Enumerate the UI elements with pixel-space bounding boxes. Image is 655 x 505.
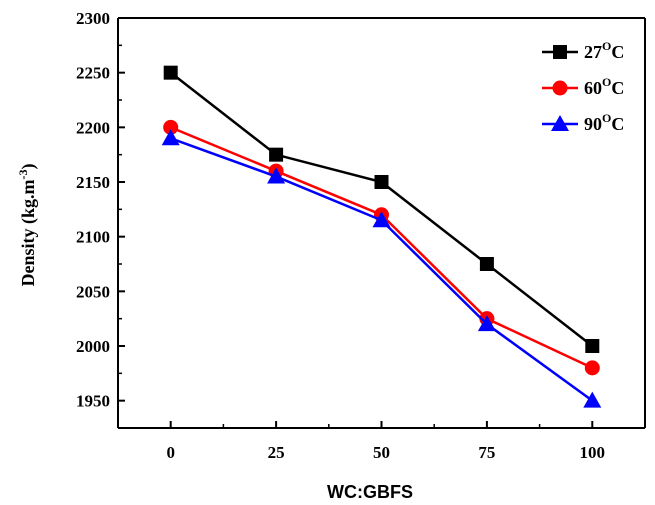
y-tick-label: 2250 xyxy=(76,64,110,83)
y-axis-title-sup: -3 xyxy=(16,170,30,180)
data-point xyxy=(479,257,494,271)
legend-label-end: C xyxy=(611,114,624,134)
data-point xyxy=(585,339,600,353)
legend-label-main: 90 xyxy=(584,114,602,134)
data-point xyxy=(374,175,389,189)
legend-marker xyxy=(553,45,567,59)
legend-label: 60OC xyxy=(584,75,624,98)
series-2 xyxy=(161,129,602,408)
legend-entry: 90OC xyxy=(542,111,624,134)
y-tick-label: 2200 xyxy=(76,118,110,137)
legend-entry: 60OC xyxy=(542,75,624,98)
legend-label: 90OC xyxy=(584,111,624,134)
legend-label-main: 60 xyxy=(584,78,602,98)
data-point xyxy=(163,65,178,80)
legend-marker xyxy=(551,115,569,131)
legend-label-sup: O xyxy=(602,111,611,125)
legend-label-sup: O xyxy=(602,75,611,89)
y-tick-label: 2100 xyxy=(76,228,110,247)
axes: 1950 2000 2050 2100 2150 2200 2250 2300 0 25 50 75 1… xyxy=(76,9,646,462)
series-line xyxy=(170,126,593,369)
legend-label-sup: O xyxy=(602,39,611,53)
legend-entry: 27OC xyxy=(542,39,624,62)
y-tick-label: 2000 xyxy=(76,337,110,356)
legend-label: 27OC xyxy=(584,39,624,62)
legend-label-main: 27 xyxy=(584,42,602,62)
y-tick-label: 1950 xyxy=(76,392,110,411)
series-layer xyxy=(161,65,602,408)
data-point xyxy=(161,129,180,146)
legend-label-end: C xyxy=(611,42,624,62)
y-tick-label: 2150 xyxy=(76,173,110,192)
series-0 xyxy=(163,65,600,353)
data-point xyxy=(163,119,179,135)
legend-marker xyxy=(552,80,568,96)
x-tick-label: 25 xyxy=(268,443,285,462)
y-axis-title-main: Density (kg.m xyxy=(18,179,39,286)
data-point xyxy=(583,391,602,408)
x-tick-label: 75 xyxy=(478,443,495,462)
y-tick-label: 2300 xyxy=(76,9,110,28)
y-tick-label: 2050 xyxy=(76,282,110,301)
x-tick-label: 50 xyxy=(373,443,390,462)
data-point xyxy=(269,147,284,162)
y-axis-title-end: ) xyxy=(18,164,39,170)
legend-label-end: C xyxy=(611,78,624,98)
x-tick-label: 100 xyxy=(580,443,606,462)
data-point xyxy=(584,360,600,376)
data-point xyxy=(267,167,286,184)
data-point xyxy=(477,315,496,332)
y-axis-title: Density (kg.m-3) xyxy=(16,164,39,287)
x-axis-title: WC:GBFS xyxy=(327,482,413,502)
x-tick-label: 0 xyxy=(166,443,175,462)
data-point xyxy=(372,211,391,228)
